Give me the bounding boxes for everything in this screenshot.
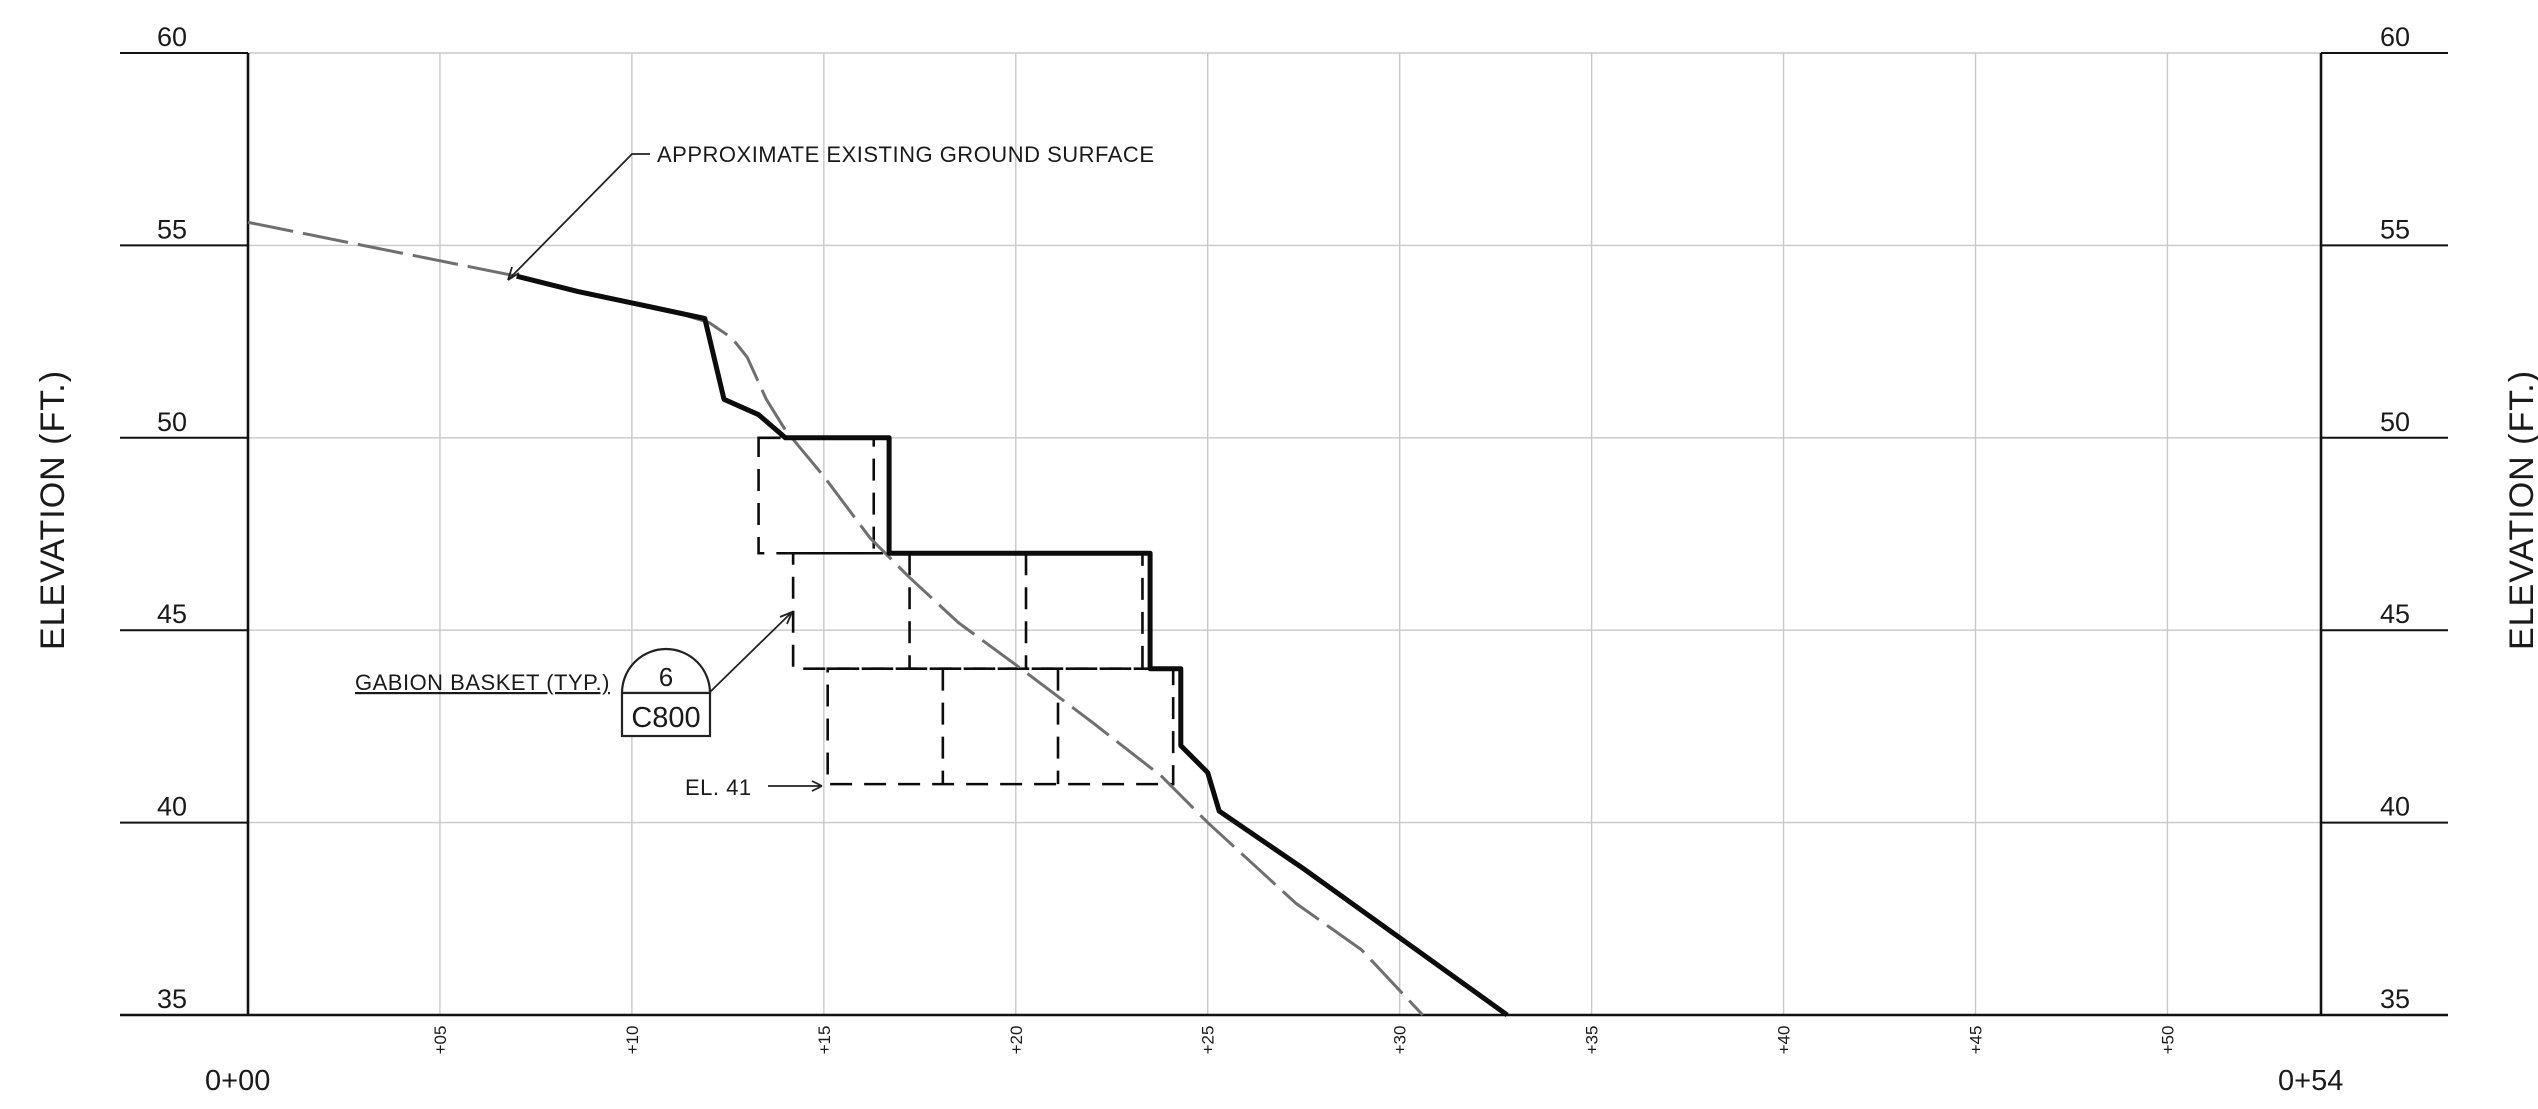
station-tick-label: +20	[1007, 1026, 1026, 1055]
station-end-label: 0+54	[2278, 1065, 2343, 1097]
elevation-label-right: 40	[2380, 792, 2410, 822]
ground-surface-label: APPROXIMATE EXISTING GROUND SURFACE	[657, 142, 1155, 167]
elevation-label-left: 45	[157, 599, 187, 629]
station-tick-label: +30	[1391, 1026, 1410, 1055]
profile-grid	[248, 52, 2321, 1016]
elevation-scale-left: 35 40 45 50 55 60	[120, 22, 248, 1014]
elevation-label-right: 50	[2380, 407, 2410, 437]
elevation-label-right: 35	[2380, 984, 2410, 1014]
elevation-label-right: 45	[2380, 599, 2410, 629]
elevation-label-left: 50	[157, 407, 187, 437]
elevation-label-left: 55	[157, 214, 187, 244]
elevation-label-right: 55	[2380, 214, 2410, 244]
ground-surface-leader	[507, 153, 650, 281]
station-tick-label: +05	[431, 1026, 450, 1055]
gabion-row	[791, 551, 1144, 670]
detail-callout-bubble	[620, 647, 712, 695]
detail-number: 6	[659, 662, 673, 692]
y-axis-title-right: ELEVATION (FT.)	[2503, 370, 2538, 650]
station-tick-label: +15	[815, 1026, 834, 1055]
station-tick-label: +10	[623, 1026, 642, 1055]
station-tick-label: +50	[2158, 1026, 2177, 1055]
detail-callout-box	[620, 691, 712, 738]
elevation-label-left: 60	[157, 22, 187, 52]
station-tick-label: +45	[1967, 1026, 1986, 1055]
elevation-label-left: 40	[157, 792, 187, 822]
gabion-baskets	[757, 436, 1175, 786]
elevation-scale-right: 35 40 45 50 55 60	[2321, 22, 2448, 1014]
elevation-label-left: 35	[157, 984, 187, 1014]
profile-frame	[120, 53, 2448, 1017]
station-tick-label: +35	[1583, 1026, 1602, 1055]
gabion-basket-label: GABION BASKET (TYP.)	[355, 670, 610, 695]
station-scale: +05 +10 +15 +20 +25 +30 +35 +40 +45 +50	[431, 1026, 2177, 1055]
detail-sheet: C800	[631, 702, 700, 734]
gabion-basket-leader	[709, 611, 793, 693]
gabion-row	[757, 436, 876, 555]
ground-surface-arrowhead	[507, 266, 520, 281]
elevation-label-right: 60	[2380, 22, 2410, 52]
station-tick-label: +40	[1775, 1026, 1794, 1055]
gabion-row	[826, 667, 1175, 786]
elevation-note-label: EL. 41	[685, 775, 752, 800]
station-start-label: 0+00	[205, 1065, 270, 1097]
station-tick-label: +25	[1199, 1026, 1218, 1055]
elevation-note-leader	[768, 780, 823, 792]
y-axis-title-left: ELEVATION (FT.)	[34, 370, 72, 650]
finished-grade-line	[516, 273, 1509, 1018]
gabion-basket-arrowhead	[779, 611, 793, 625]
existing-ground-line	[247, 220, 1424, 1017]
